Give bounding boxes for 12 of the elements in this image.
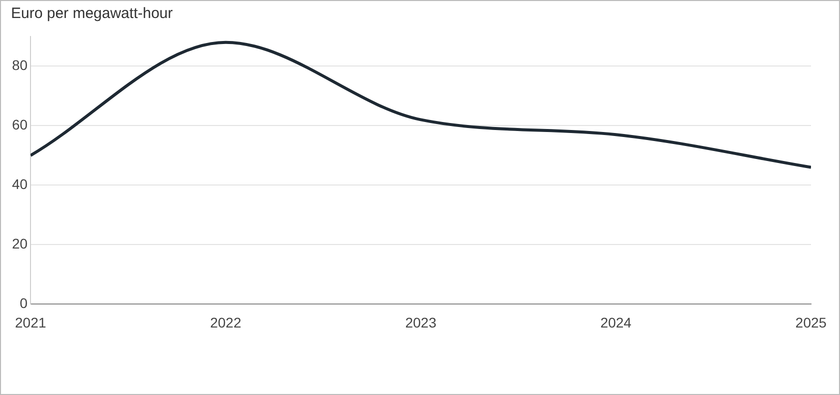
- x-tick-label: 2023: [405, 314, 437, 330]
- x-tick-label: 2025: [795, 314, 827, 330]
- y-tick-label: 20: [12, 236, 28, 252]
- y-tick-label: 0: [20, 295, 28, 312]
- y-tick-label: 60: [12, 116, 28, 133]
- x-tick-label: 2024: [600, 314, 632, 330]
- line-series: [30, 40, 811, 169]
- x-tick-label: 2022: [210, 314, 242, 330]
- y-tick-label: 40: [12, 176, 28, 192]
- y-tick-label: 80: [12, 57, 28, 74]
- y-axis-title: Euro per megawatt-hour: [11, 5, 173, 22]
- x-tick-label: 2021: [14, 314, 46, 330]
